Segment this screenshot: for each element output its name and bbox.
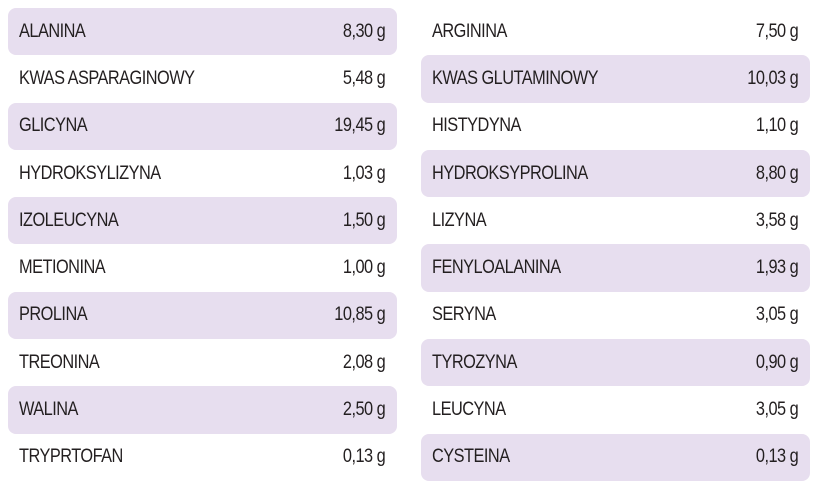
amino-acid-name: TYROZYNA: [432, 351, 517, 373]
amino-acid-name: GLICYNA: [19, 115, 88, 137]
table-row: TRYPRTOFAN 0,13 g: [8, 434, 397, 481]
table-row: TREONINA 2,08 g: [8, 339, 397, 386]
amino-acid-amount: 10,03 g: [747, 67, 798, 89]
amino-acid-name: PROLINA: [19, 304, 88, 326]
table-row: PROLINA 10,85 g: [8, 291, 397, 340]
amino-acid-amount: 1,93 g: [755, 257, 799, 279]
amino-acid-amount: 3,05 g: [755, 304, 799, 326]
amino-acid-amount: 2,50 g: [342, 399, 386, 421]
amino-acid-name: KWAS ASPARAGINOWY: [19, 67, 195, 89]
amino-acid-name: KWAS GLUTAMINOWY: [432, 67, 599, 89]
amino-acid-name: SERYNA: [432, 304, 496, 326]
amino-acid-name: IZOLEUCYNA: [19, 209, 119, 231]
amino-acid-amount: 1,03 g: [342, 162, 386, 184]
amino-acid-amount: 0,13 g: [755, 446, 799, 468]
amino-acid-amount: 1,00 g: [342, 257, 386, 279]
table-row: HYDROKSYLIZYNA 1,03 g: [8, 150, 397, 197]
amino-acid-amount: 1,10 g: [755, 115, 799, 137]
amino-acid-name: ALANINA: [19, 20, 86, 42]
amino-acid-amount: 3,05 g: [755, 399, 799, 421]
table-row: GLICYNA 19,45 g: [8, 102, 397, 150]
amino-acid-name: METIONINA: [19, 257, 106, 279]
table-row: KWAS ASPARAGINOWY 5,48 g: [8, 55, 397, 102]
table-row: KWAS GLUTAMINOWY 10,03 g: [421, 55, 810, 103]
table-row: TYROZYNA 0,90 g: [421, 339, 810, 387]
table-row: HISTYDYNA 1,10 g: [421, 103, 810, 150]
amino-acid-amount: 8,30 g: [342, 20, 386, 42]
amino-acid-amount: 10,85 g: [334, 304, 385, 326]
table-row: IZOLEUCYNA 1,50 g: [8, 197, 397, 245]
amino-acid-amount: 0,13 g: [342, 446, 386, 468]
amino-acid-amount: 1,50 g: [342, 209, 386, 231]
table-row: CYSTEINA 0,13 g: [421, 433, 810, 481]
table-row: ALANINA 8,30 g: [8, 8, 397, 56]
table-row: WALINA 2,50 g: [8, 386, 397, 434]
amino-acid-table-left: ALANINA 8,30 g KWAS ASPARAGINOWY 5,48 g GLIC…: [8, 8, 397, 481]
amino-acid-name: TRYPRTOFAN: [19, 446, 123, 468]
table-row: SERYNA 3,05 g: [421, 292, 810, 339]
amino-acid-name: HISTYDYNA: [432, 115, 521, 137]
amino-acid-amount: 2,08 g: [342, 351, 386, 373]
amino-acid-name: CYSTEINA: [432, 446, 510, 468]
amino-acid-name: TREONINA: [19, 351, 100, 373]
table-row: HYDROKSYPROLINA 8,80 g: [421, 149, 810, 198]
table-row: METIONINA 1,00 g: [8, 244, 397, 291]
table-row: LIZYNA 3,58 g: [421, 197, 810, 244]
amino-acid-amount: 8,80 g: [755, 162, 799, 184]
amino-acid-name: HYDROKSYLIZYNA: [19, 162, 161, 184]
amino-acid-name: ARGININA: [432, 20, 507, 42]
amino-acid-name: FENYLOALANINA: [432, 257, 561, 279]
amino-acid-table-right: ARGININA 7,50 g KWAS GLUTAMINOWY 10,03 g HIS…: [421, 8, 810, 481]
amino-acid-amount: 7,50 g: [755, 20, 799, 42]
amino-acid-name: LIZYNA: [432, 209, 487, 231]
amino-acid-amount: 3,58 g: [755, 209, 799, 231]
table-row: LEUCYNA 3,05 g: [421, 386, 810, 433]
amino-acid-name: LEUCYNA: [432, 399, 506, 421]
amino-acid-name: WALINA: [19, 399, 78, 421]
amino-acid-amount: 0,90 g: [755, 351, 799, 373]
table-row: FENYLOALANINA 1,93 g: [421, 244, 810, 292]
amino-acid-amount: 5,48 g: [342, 67, 386, 89]
amino-acid-name: HYDROKSYPROLINA: [432, 162, 588, 184]
amino-acid-amount: 19,45 g: [334, 115, 385, 137]
table-row: ARGININA 7,50 g: [421, 8, 810, 55]
